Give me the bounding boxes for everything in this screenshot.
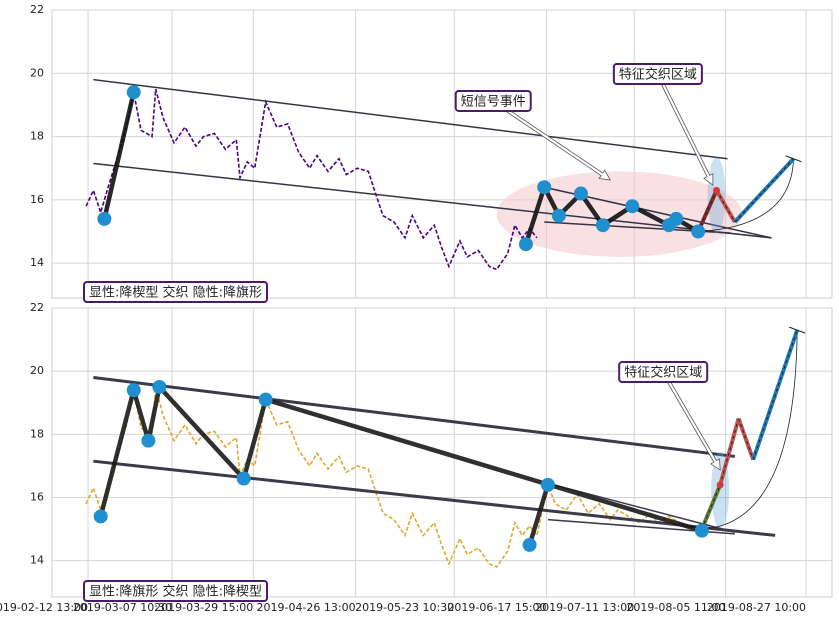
- pivot-marker: [522, 537, 537, 552]
- pattern-line: [527, 484, 551, 546]
- plot-area: [51, 9, 833, 299]
- pivot-marker: [691, 224, 706, 239]
- forecast-dash: [752, 329, 798, 460]
- y-tick-label: 22: [30, 3, 44, 16]
- y-tick-label: 16: [30, 193, 44, 206]
- trend-line: [93, 78, 728, 160]
- x-tick-label: 2019-03-07 10:30: [73, 601, 172, 614]
- forecast-segment: [718, 418, 741, 486]
- pivot-marker: [669, 211, 684, 226]
- forecast-dash: [716, 190, 736, 223]
- annotation-arrow: [661, 83, 714, 186]
- annotation-box: [454, 89, 532, 112]
- pivot-marker: [236, 471, 251, 486]
- annotation-text: 特征交织区域: [619, 67, 697, 83]
- pivot-marker: [141, 433, 156, 448]
- forecast-dash: [734, 158, 794, 223]
- price-line: [85, 88, 538, 271]
- pivot-marker: [93, 509, 108, 524]
- pattern-label-box: [83, 281, 269, 303]
- forecast-cap: [789, 326, 806, 334]
- pivot-marker: [694, 523, 709, 538]
- price-line: [85, 386, 702, 568]
- pivot-marker: [625, 199, 640, 214]
- pivot-marker: [126, 383, 141, 398]
- forecast-dash: [697, 190, 717, 232]
- forecast-dash: [738, 418, 754, 460]
- pivot-marker: [540, 477, 555, 492]
- annotation-text: 短信号事件: [461, 94, 526, 109]
- y-tick-label: 20: [30, 66, 44, 79]
- x-tick-label: 2019-07-11 13:00: [535, 601, 634, 614]
- y-tick-label: 14: [30, 554, 44, 567]
- trend-line: [93, 162, 772, 239]
- pivot-marker: [97, 211, 112, 226]
- pivot-marker: [518, 237, 533, 252]
- pivot-marker: [152, 379, 167, 394]
- annotation-text: 特征交织区域: [624, 365, 702, 381]
- x-tick-label: 2019-02-12 13:00: [0, 601, 88, 614]
- pivot-marker: [595, 218, 610, 233]
- pivot-marker: [551, 208, 566, 223]
- overlap-zone: [707, 157, 726, 234]
- pattern-label: 显性:降楔型 交织 隐性:降旗形: [89, 285, 262, 301]
- y-tick-label: 16: [30, 491, 44, 504]
- y-tick-label: 18: [30, 427, 44, 440]
- forecast-point: [716, 481, 724, 489]
- annotation-arrow: [667, 381, 721, 471]
- pattern-label: 显性:降旗形 交织 隐性:降楔型: [89, 584, 262, 600]
- pivot-marker: [537, 180, 552, 195]
- y-tick-label: 14: [30, 256, 44, 269]
- x-tick-label: 2019-08-27 10:00: [707, 601, 806, 614]
- forecast-dash: [701, 484, 721, 530]
- pivot-marker: [126, 85, 141, 100]
- pattern-line: [102, 91, 136, 220]
- trend-line: [93, 375, 736, 458]
- annotation-box: [618, 361, 709, 384]
- x-tick-label: 2019-06-17 15:00: [447, 601, 546, 614]
- x-tick-label: 2019-05-23 10:30: [355, 601, 454, 614]
- x-tick-label: 2019-03-29 15:00: [154, 601, 253, 614]
- pivot-marker: [573, 186, 588, 201]
- trend-line: [93, 459, 776, 537]
- x-tick-label: 2019-04-26 13:00: [257, 601, 356, 614]
- y-tick-label: 18: [30, 130, 44, 143]
- forecast-point: [713, 186, 721, 194]
- pivot-marker: [258, 392, 273, 407]
- projection-arc: [701, 330, 798, 530]
- x-tick-label: 2019-08-05 11:00: [626, 601, 725, 614]
- y-tick-label: 22: [30, 301, 44, 314]
- pattern-label-box: [83, 580, 269, 602]
- forecast-cap: [785, 155, 802, 163]
- annotation-box: [612, 63, 703, 86]
- projection-arc: [698, 158, 794, 232]
- annotation-arrow: [501, 105, 611, 181]
- y-tick-label: 20: [30, 364, 44, 377]
